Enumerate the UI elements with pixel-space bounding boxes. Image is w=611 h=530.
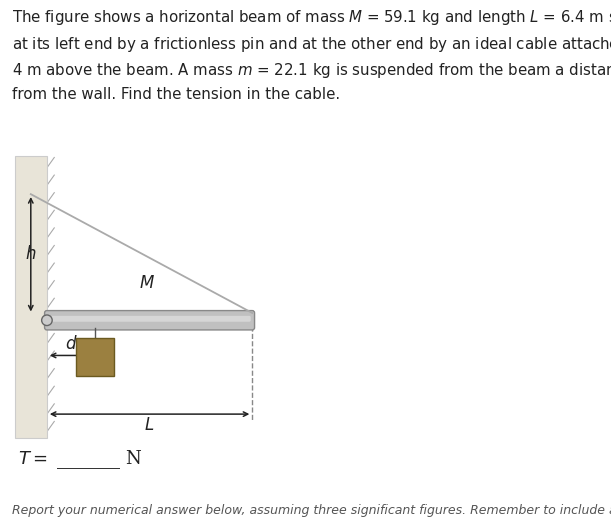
FancyBboxPatch shape (45, 311, 255, 330)
Text: $M$: $M$ (139, 276, 155, 293)
Text: $L$: $L$ (144, 417, 155, 434)
Text: The figure shows a horizontal beam of mass $M$ = 59.1 kg and length $L$ = 6.4 m : The figure shows a horizontal beam of ma… (12, 8, 611, 102)
Text: $h$: $h$ (25, 245, 37, 263)
Text: $m$: $m$ (87, 348, 104, 365)
Bar (76, 338, 114, 376)
Circle shape (42, 315, 52, 325)
Bar (15, 156, 47, 438)
Text: Report your numerical answer below, assuming three significant figures. Remember: Report your numerical answer below, assu… (12, 504, 611, 517)
Text: $d$: $d$ (65, 334, 78, 352)
FancyBboxPatch shape (48, 316, 251, 322)
Text: $T =$ _______ N: $T =$ _______ N (18, 448, 143, 471)
